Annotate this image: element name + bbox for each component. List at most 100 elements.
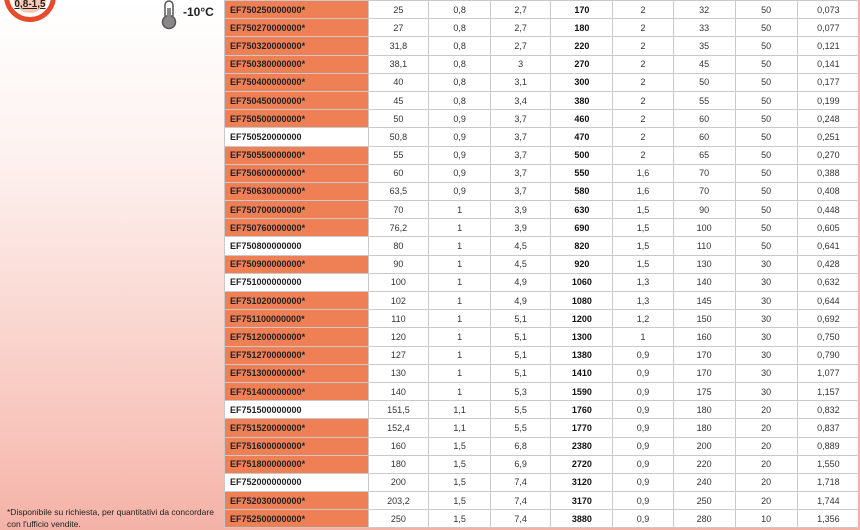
cell-col-8: 1,077: [796, 363, 860, 383]
table-row: EF751020000000* 102 1 4,9 1080 1,3 145 30 0,644: [224, 290, 860, 311]
cell-col-1: 180: [367, 454, 430, 474]
product-code: EF750250000000*: [224, 0, 369, 20]
cell-col-6: 180: [672, 418, 736, 438]
product-code: EF752500000000*: [224, 509, 369, 529]
cell-col-4: 300: [550, 72, 614, 92]
table-row: EF751200000000* 120 1 5,1 1300 1 160 30 0,750: [224, 327, 860, 347]
cell-col-1: 127: [367, 345, 430, 365]
cell-col-8: 1,718: [796, 472, 860, 493]
product-code: EF751520000000*: [224, 418, 369, 438]
cell-col-6: 110: [672, 236, 736, 256]
cell-col-6: 33: [672, 18, 736, 38]
cell-col-5: 1: [612, 327, 674, 347]
cell-col-2: 0,8: [428, 90, 492, 111]
cell-col-7: 20: [734, 491, 798, 511]
cell-col-3: 7,4: [490, 509, 552, 529]
cell-col-5: 2: [612, 72, 674, 92]
cell-col-5: 1,3: [612, 290, 674, 311]
table-row: EF751400000000* 140 1 5,3 1590 0,9 175 30 1,157: [224, 381, 860, 402]
cell-col-2: 1: [428, 236, 492, 256]
cell-col-8: 1,550: [796, 454, 860, 474]
cell-col-8: 0,750: [796, 327, 860, 347]
cell-col-3: 7,4: [490, 491, 552, 511]
cell-col-1: 160: [367, 436, 430, 456]
cell-col-1: 50,8: [367, 127, 430, 147]
cell-col-2: 1,5: [428, 454, 492, 474]
product-code: EF751600000000*: [224, 436, 369, 456]
table-row: EF751500000000 151,5 1,1 5,5 1760 0,9 180 20 0,8…: [224, 400, 860, 420]
cell-col-7: 30: [734, 254, 798, 274]
cell-col-3: 3,9: [490, 218, 552, 238]
cell-col-4: 630: [550, 200, 614, 220]
product-code: EF751100000000*: [224, 309, 369, 329]
cell-col-5: 2: [612, 36, 674, 56]
cell-col-5: 0,9: [612, 454, 674, 474]
table-row: EF751000000000 100 1 4,9 1060 1,3 140 30 0,632: [224, 272, 860, 293]
cell-col-3: 5,1: [490, 327, 552, 347]
thermometer-icon: [161, 0, 177, 30]
cell-col-7: 30: [734, 272, 798, 293]
cell-col-7: 50: [734, 18, 798, 38]
cell-col-5: 2: [612, 18, 674, 38]
cell-col-4: 380: [550, 90, 614, 111]
cell-col-8: 0,428: [796, 254, 860, 274]
cell-col-4: 3120: [550, 472, 614, 493]
table-row: EF751800000000* 180 1,5 6,9 2720 0,9 220 20 1,55…: [224, 454, 860, 474]
table-row: EF750450000000* 45 0,8 3,4 380 2 55 50 0,199: [224, 90, 860, 111]
cell-col-4: 220: [550, 36, 614, 56]
product-table: EF750250000000* 25 0,8 2,7 170 2 32 50 0,073 EF75…: [224, 0, 860, 529]
cell-col-4: 460: [550, 109, 614, 129]
cell-col-6: 55: [672, 90, 736, 111]
cell-col-3: 2,7: [490, 0, 552, 20]
product-code: EF750400000000*: [224, 72, 369, 92]
table-row: EF750550000000* 55 0,9 3,7 500 2 65 50 0,270: [224, 145, 860, 165]
cell-col-8: 1,157: [796, 381, 860, 402]
cell-col-3: 5,1: [490, 345, 552, 365]
cell-col-4: 1300: [550, 327, 614, 347]
cell-col-2: 1: [428, 327, 492, 347]
cell-col-7: 50: [734, 145, 798, 165]
cell-col-8: 0,644: [796, 290, 860, 311]
thickness-range-badge: 0,8-1,5: [4, 0, 56, 22]
cell-col-5: 2: [612, 145, 674, 165]
cell-col-1: 50: [367, 109, 430, 129]
cell-col-2: 1: [428, 290, 492, 311]
cell-col-4: 3170: [550, 491, 614, 511]
cell-col-2: 1: [428, 381, 492, 402]
cell-col-3: 5,5: [490, 400, 552, 420]
cell-col-5: 1,3: [612, 272, 674, 293]
product-code: EF751800000000*: [224, 454, 369, 474]
table-row: EF750400000000* 40 0,8 3,1 300 2 50 50 0,177: [224, 72, 860, 92]
cell-col-3: 3: [490, 54, 552, 74]
cell-col-5: 0,9: [612, 345, 674, 365]
product-code: EF751270000000*: [224, 345, 369, 365]
cell-col-6: 250: [672, 491, 736, 511]
table-row: EF750250000000* 25 0,8 2,7 170 2 32 50 0,073: [224, 0, 860, 20]
table-row: EF750600000000* 60 0,9 3,7 550 1,6 70 50 0,388: [224, 163, 860, 183]
cell-col-4: 500: [550, 145, 614, 165]
cell-col-4: 920: [550, 254, 614, 274]
cell-col-3: 5,1: [490, 363, 552, 383]
cell-col-5: 1,2: [612, 309, 674, 329]
product-code: EF750270000000*: [224, 18, 369, 38]
cell-col-1: 151,5: [367, 400, 430, 420]
cell-col-1: 55: [367, 145, 430, 165]
cell-col-6: 90: [672, 200, 736, 220]
cell-col-6: 60: [672, 109, 736, 129]
cell-col-8: 0,632: [796, 272, 860, 293]
cell-col-5: 0,9: [612, 381, 674, 402]
table-row: EF750800000000 80 1 4,5 820 1,5 110 50 0,641: [224, 236, 860, 256]
cell-col-8: 0,251: [796, 127, 860, 147]
cell-col-1: 120: [367, 327, 430, 347]
product-code: EF752030000000*: [224, 491, 369, 511]
cell-col-6: 100: [672, 218, 736, 238]
cell-col-2: 1: [428, 272, 492, 293]
cell-col-1: 25: [367, 0, 430, 20]
cell-col-3: 3,1: [490, 72, 552, 92]
cell-col-2: 0,9: [428, 109, 492, 129]
cell-col-7: 20: [734, 472, 798, 493]
cell-col-7: 10: [734, 509, 798, 529]
temperature-label: -10°C: [183, 5, 214, 19]
cell-col-8: 0,692: [796, 309, 860, 329]
product-code: EF751400000000*: [224, 381, 369, 402]
